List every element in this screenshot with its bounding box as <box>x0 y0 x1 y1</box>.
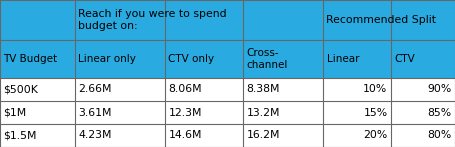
Text: $500K: $500K <box>4 85 38 95</box>
Text: 80%: 80% <box>427 131 451 141</box>
Text: Linear: Linear <box>327 54 359 64</box>
Text: $1.5M: $1.5M <box>4 131 37 141</box>
Bar <box>165 40 243 78</box>
Text: TV Budget: TV Budget <box>4 54 58 64</box>
Text: Reach if you were to spend
budget on:: Reach if you were to spend budget on: <box>79 9 227 31</box>
Bar <box>391 40 455 78</box>
Text: 8.06M: 8.06M <box>168 85 202 95</box>
Bar <box>0 101 75 124</box>
Bar <box>391 78 455 101</box>
Bar <box>243 124 323 147</box>
Text: 2.66M: 2.66M <box>79 85 112 95</box>
Bar <box>0 40 75 78</box>
Bar <box>75 40 165 78</box>
Bar <box>391 101 455 124</box>
Bar <box>243 40 323 78</box>
Bar <box>323 40 391 78</box>
Text: 12.3M: 12.3M <box>168 107 202 117</box>
Text: 90%: 90% <box>427 85 451 95</box>
Text: CTV only: CTV only <box>168 54 215 64</box>
Bar <box>323 101 391 124</box>
Text: 8.38M: 8.38M <box>247 85 280 95</box>
Text: 20%: 20% <box>363 131 388 141</box>
Bar <box>75 78 165 101</box>
Text: 16.2M: 16.2M <box>247 131 280 141</box>
Bar <box>75 0 323 40</box>
Bar <box>323 78 391 101</box>
Text: 15%: 15% <box>364 107 388 117</box>
Text: Linear only: Linear only <box>79 54 136 64</box>
Text: 14.6M: 14.6M <box>168 131 202 141</box>
Bar <box>323 124 391 147</box>
Text: 4.23M: 4.23M <box>79 131 112 141</box>
Text: Recommended Split: Recommended Split <box>327 15 436 25</box>
Text: 85%: 85% <box>427 107 451 117</box>
Bar <box>75 101 165 124</box>
Text: $1M: $1M <box>4 107 27 117</box>
Text: Cross-
channel: Cross- channel <box>247 48 288 70</box>
Bar <box>75 124 165 147</box>
Bar <box>323 0 455 40</box>
Text: CTV: CTV <box>394 54 415 64</box>
Bar <box>165 78 243 101</box>
Text: 10%: 10% <box>363 85 388 95</box>
Text: 13.2M: 13.2M <box>247 107 280 117</box>
Bar <box>0 78 75 101</box>
Bar <box>165 124 243 147</box>
Bar <box>165 101 243 124</box>
Bar <box>391 124 455 147</box>
Bar <box>243 78 323 101</box>
Bar <box>0 124 75 147</box>
Bar <box>0 0 75 40</box>
Text: 3.61M: 3.61M <box>79 107 112 117</box>
Bar <box>243 101 323 124</box>
